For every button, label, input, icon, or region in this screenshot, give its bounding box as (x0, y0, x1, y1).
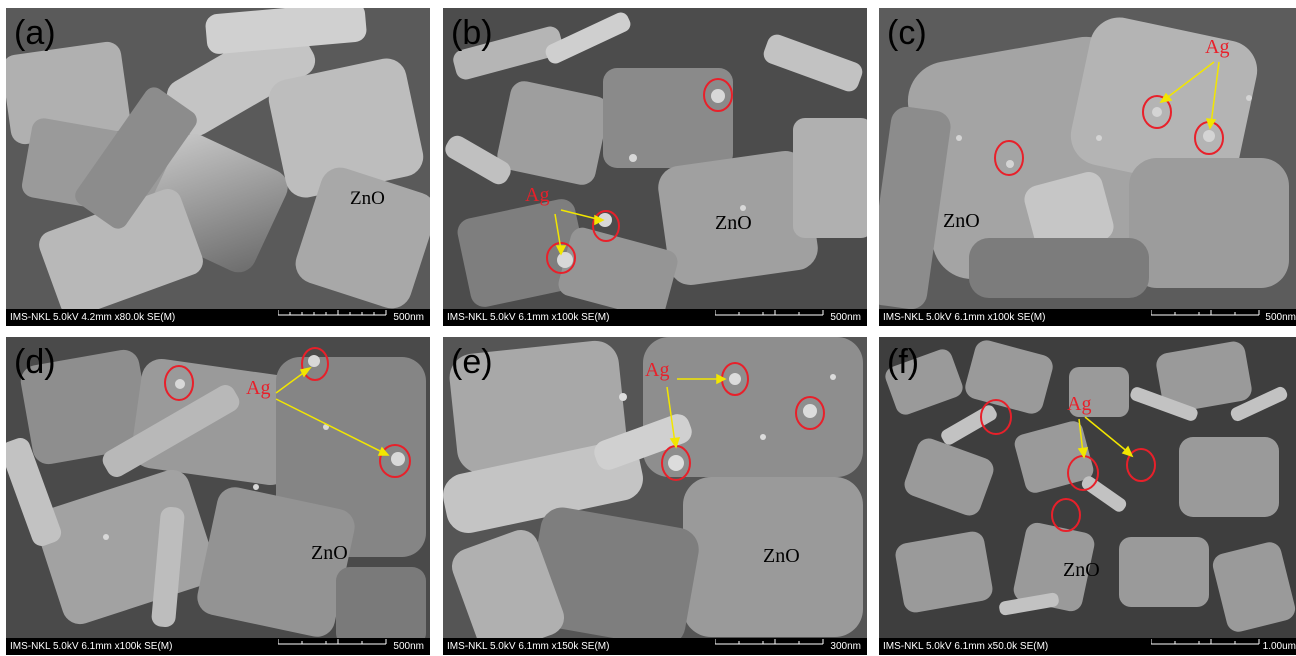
ag-label: Ag (1067, 393, 1092, 415)
zno-label: ZnO (763, 545, 800, 567)
zno-label: ZnO (943, 210, 980, 232)
scale-label: 500nm (1265, 312, 1296, 323)
sem-image-b (443, 8, 867, 326)
sem-panel-e: (e) Ag ZnO IMS-NKL 5.0kV 6.1mm x150k SE(… (443, 337, 867, 655)
zno-label: ZnO (311, 542, 348, 564)
sem-info-bar: IMS-NKL 5.0kV 6.1mm x150k SE(M) 300nm (443, 638, 867, 655)
panel-label: (f) (887, 343, 920, 381)
scale-bar-icon (278, 310, 387, 316)
scale-bar-icon (278, 639, 387, 645)
panel-label: (c) (887, 14, 927, 52)
ag-label: Ag (645, 359, 670, 381)
scale-bar-icon (1151, 310, 1260, 316)
sem-info-bar: IMS-NKL 5.0kV 6.1mm x100k SE(M) 500nm (879, 309, 1296, 326)
zno-label: ZnO (1063, 559, 1100, 581)
ag-label: Ag (1205, 36, 1230, 58)
sem-image-c (879, 8, 1296, 326)
scale-bar-icon (715, 639, 824, 645)
scale-label: 300nm (830, 641, 861, 652)
panel-label: (d) (14, 343, 56, 381)
scale-bar-icon (715, 310, 824, 316)
sem-panel-a: (a) ZnO IMS-NKL 5.0kV 4.2mm x80.0k SE(M)… (6, 8, 430, 326)
sem-image-a (6, 8, 430, 326)
ag-label: Ag (246, 377, 271, 399)
scale-bar-icon (1151, 639, 1260, 645)
zno-label: ZnO (715, 212, 752, 234)
sem-image-f (879, 337, 1296, 655)
scale-label: 500nm (393, 312, 424, 323)
sem-image-d (6, 337, 430, 655)
zno-label: ZnO (350, 188, 385, 209)
sem-params: IMS-NKL 5.0kV 6.1mm x100k SE(M) (447, 312, 610, 323)
sem-params: IMS-NKL 5.0kV 6.1mm x150k SE(M) (447, 641, 610, 652)
panel-label: (b) (451, 14, 493, 52)
sem-image-e (443, 337, 867, 655)
scale-label: 500nm (393, 641, 424, 652)
sem-info-bar: IMS-NKL 5.0kV 6.1mm x100k SE(M) 500nm (443, 309, 867, 326)
sem-panel-c: (c) Ag ZnO IMS-NKL 5.0kV 6.1mm x100k SE(… (879, 8, 1296, 326)
sem-panel-f: (f) Ag ZnO IMS-NKL 5.0kV 6.1mm x50.0k SE… (879, 337, 1296, 655)
sem-params: IMS-NKL 5.0kV 6.1mm x50.0k SE(M) (883, 641, 1049, 652)
panel-label: (a) (14, 14, 56, 52)
sem-info-bar: IMS-NKL 5.0kV 6.1mm x100k SE(M) 500nm (6, 638, 430, 655)
sem-info-bar: IMS-NKL 5.0kV 4.2mm x80.0k SE(M) 500nm (6, 309, 430, 326)
scale-label: 1.00um (1262, 641, 1296, 652)
scale-label: 500nm (830, 312, 861, 323)
panel-label: (e) (451, 343, 493, 381)
sem-params: IMS-NKL 5.0kV 6.1mm x100k SE(M) (883, 312, 1046, 323)
sem-panel-d: (d) Ag ZnO IMS-NKL 5.0kV 6.1mm x100k SE(… (6, 337, 430, 655)
sem-panel-b: (b) Ag ZnO IMS-NKL 5.0kV 6.1mm x100k SE(… (443, 8, 867, 326)
ag-label: Ag (525, 184, 550, 206)
sem-params: IMS-NKL 5.0kV 4.2mm x80.0k SE(M) (10, 312, 176, 323)
sem-params: IMS-NKL 5.0kV 6.1mm x100k SE(M) (10, 641, 173, 652)
sem-info-bar: IMS-NKL 5.0kV 6.1mm x50.0k SE(M) 1.00um (879, 638, 1296, 655)
